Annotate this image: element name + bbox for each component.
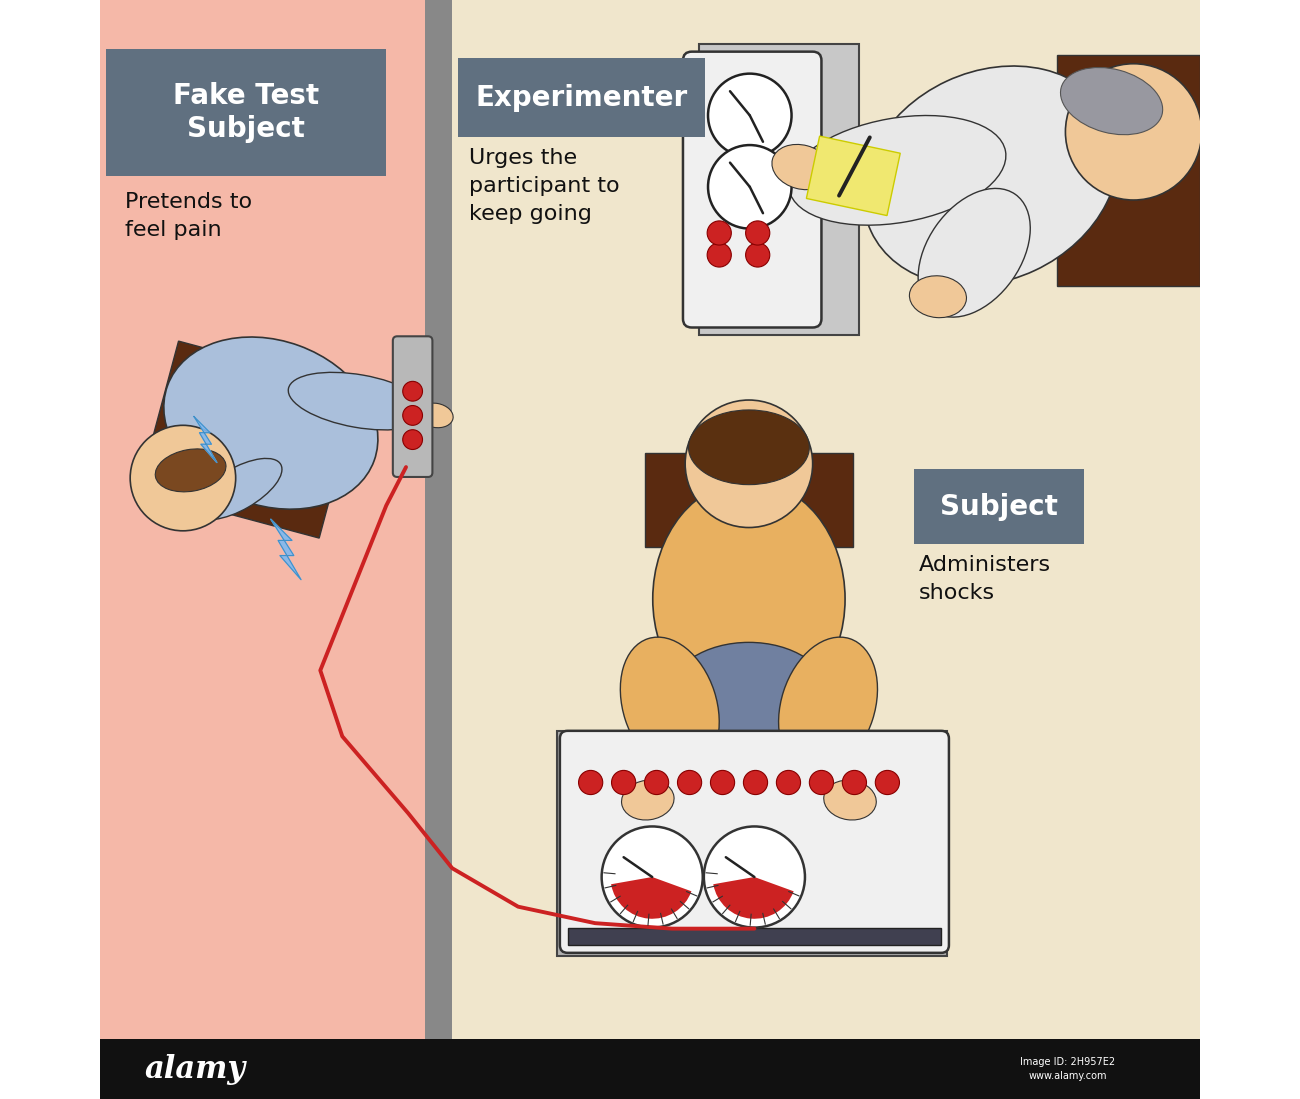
Circle shape xyxy=(744,770,767,795)
Circle shape xyxy=(842,770,867,795)
Text: Experimenter: Experimenter xyxy=(476,84,688,112)
Polygon shape xyxy=(645,453,853,546)
FancyBboxPatch shape xyxy=(100,0,425,1039)
FancyBboxPatch shape xyxy=(914,469,1084,544)
Circle shape xyxy=(611,770,636,795)
Polygon shape xyxy=(194,417,217,463)
Circle shape xyxy=(645,770,668,795)
Ellipse shape xyxy=(1061,67,1162,135)
Circle shape xyxy=(130,425,235,531)
Circle shape xyxy=(685,400,812,528)
Circle shape xyxy=(710,770,734,795)
Circle shape xyxy=(677,770,702,795)
Wedge shape xyxy=(611,877,692,919)
Ellipse shape xyxy=(670,642,828,747)
FancyBboxPatch shape xyxy=(452,0,1200,1039)
Wedge shape xyxy=(714,877,793,919)
Ellipse shape xyxy=(194,458,282,520)
Circle shape xyxy=(602,826,703,928)
FancyBboxPatch shape xyxy=(556,731,946,956)
Ellipse shape xyxy=(419,403,454,428)
Text: Subject: Subject xyxy=(940,492,1058,521)
Circle shape xyxy=(776,770,801,795)
FancyBboxPatch shape xyxy=(699,44,859,335)
Circle shape xyxy=(875,770,900,795)
Ellipse shape xyxy=(772,144,832,190)
Circle shape xyxy=(403,406,422,425)
Polygon shape xyxy=(139,341,359,539)
FancyBboxPatch shape xyxy=(560,731,949,953)
Ellipse shape xyxy=(653,481,845,717)
FancyBboxPatch shape xyxy=(568,928,941,945)
Ellipse shape xyxy=(164,337,378,509)
Text: alamy: alamy xyxy=(144,1054,246,1085)
Circle shape xyxy=(707,221,732,245)
Circle shape xyxy=(1066,64,1201,200)
Ellipse shape xyxy=(398,395,429,423)
Text: Fake Test
Subject: Fake Test Subject xyxy=(173,82,320,143)
Polygon shape xyxy=(1057,55,1200,286)
Ellipse shape xyxy=(155,448,226,492)
FancyBboxPatch shape xyxy=(107,49,386,176)
Text: Pretends to
feel pain: Pretends to feel pain xyxy=(125,192,252,241)
FancyBboxPatch shape xyxy=(100,1039,1200,1099)
Polygon shape xyxy=(270,520,302,580)
FancyBboxPatch shape xyxy=(393,336,433,477)
Polygon shape xyxy=(806,136,901,215)
Ellipse shape xyxy=(918,188,1031,318)
Ellipse shape xyxy=(910,276,966,318)
Ellipse shape xyxy=(779,637,878,774)
Ellipse shape xyxy=(620,637,719,774)
Ellipse shape xyxy=(863,66,1118,286)
Ellipse shape xyxy=(289,373,429,430)
Circle shape xyxy=(746,221,770,245)
Ellipse shape xyxy=(689,410,810,485)
Ellipse shape xyxy=(824,780,876,820)
FancyBboxPatch shape xyxy=(458,58,705,137)
Text: Image ID: 2H957E2
www.alamy.com: Image ID: 2H957E2 www.alamy.com xyxy=(1020,1057,1115,1081)
Text: Urges the
participant to
keep going: Urges the participant to keep going xyxy=(469,148,619,224)
Circle shape xyxy=(403,381,422,401)
Circle shape xyxy=(578,770,603,795)
Circle shape xyxy=(810,770,833,795)
Circle shape xyxy=(707,243,732,267)
FancyBboxPatch shape xyxy=(425,0,452,1039)
Circle shape xyxy=(746,243,770,267)
Circle shape xyxy=(708,145,792,229)
Ellipse shape xyxy=(621,780,675,820)
Circle shape xyxy=(703,826,805,928)
Circle shape xyxy=(403,430,422,449)
FancyBboxPatch shape xyxy=(682,52,822,328)
Circle shape xyxy=(708,74,792,157)
Text: Administers
shocks: Administers shocks xyxy=(919,555,1052,603)
Ellipse shape xyxy=(789,115,1006,225)
